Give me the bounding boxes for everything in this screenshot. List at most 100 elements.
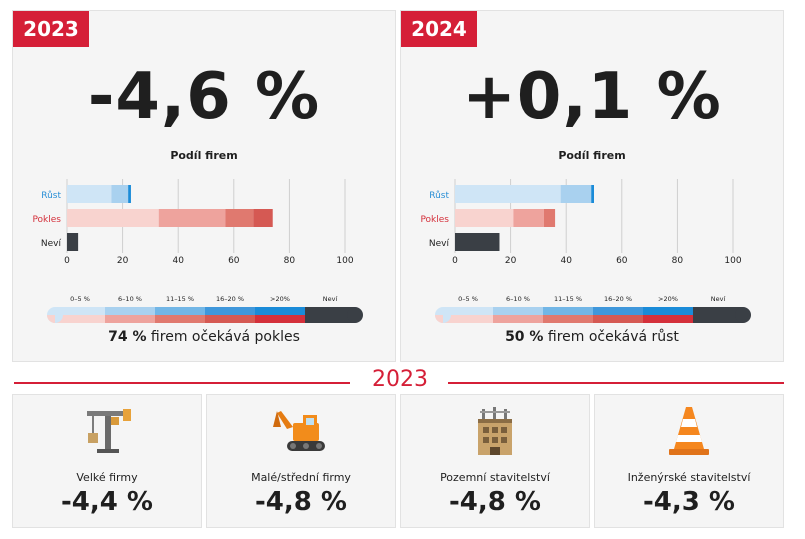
bar-segment [67,233,79,251]
x-tick-label: 80 [672,256,684,266]
traffic-cone-icon [666,405,712,461]
card-building-construction: Pozemní stavitelství -4,8 % [400,394,590,528]
year-tag: 2023 [13,11,89,47]
category-label: Pokles [420,215,449,225]
bar-segment [111,185,129,203]
section-divider-right [448,382,784,384]
bar-segment [455,233,500,251]
panel-2024: 2024 +0,1 % Podíl firem 0 20 40 60 80 100 Růst… [400,10,784,362]
headline-value: -4,6 % [87,60,321,134]
legend-label: 11–15 % [554,295,582,303]
x-tick-label: 0 [64,256,70,266]
legend-label: Neví [323,295,338,303]
legend-swatch-decline [643,315,694,323]
summary-percent: 50 % [505,329,544,345]
x-tick-label: 20 [505,256,517,266]
legend-swatch-grow [205,307,256,315]
legend-swatch-grow [643,307,694,315]
bar-segment [253,209,273,227]
legend-swatch-decline [593,315,644,323]
card-label: Inženýrské stavitelství [627,471,751,484]
bar-segment [128,185,131,203]
x-tick-label: 60 [616,256,628,266]
legend-swatch-decline [493,315,544,323]
legend-swatch-decline [305,315,356,323]
legend-label: 11–15 % [166,295,194,303]
building-construction-icon [470,405,520,461]
legend-swatch-grow [493,307,544,315]
legend-label: 6–10 % [506,295,530,303]
legend-swatch-grow [443,307,494,315]
card-label: Velké firmy [76,471,138,484]
bar-segment [513,209,544,227]
summary-rest: firem očekává růst [543,329,679,345]
excavator-icon [271,405,331,459]
bar-segment [591,185,594,203]
legend-swatch-decline [55,315,106,323]
legend-label: 0–5 % [458,295,478,303]
legend-swatch-decline [693,315,744,323]
card-large-firms: Velké firmy -4,4 % [12,394,202,528]
bar-segment [158,209,226,227]
card-value: -4,8 % [255,487,347,517]
legend-label: >20% [658,295,678,303]
card-value: -4,3 % [643,487,735,517]
legend-swatch-decline [543,315,594,323]
category-label: Růst [429,190,449,201]
card-label: Pozemní stavitelství [440,471,550,484]
legend-swatch-decline [255,315,306,323]
legend-swatch-grow [543,307,594,315]
card-label: Malé/střední firmy [251,471,351,484]
x-tick-label: 40 [172,256,184,266]
year-tag: 2024 [401,11,477,47]
x-tick-label: 0 [452,256,458,266]
bar-segment [543,209,556,227]
summary-percent: 74 % [108,329,147,345]
category-label: Pokles [32,215,61,225]
summary-rest: firem očekává pokles [146,329,300,345]
card-value: -4,8 % [449,487,541,517]
x-tick-label: 40 [560,256,572,266]
legend-label: 16–20 % [216,295,244,303]
section-year: 2023 [372,367,428,392]
legend-label: Neví [711,295,726,303]
category-label: Neví [41,239,62,249]
legend-swatch-grow [693,307,744,315]
legend-swatch-decline [105,315,156,323]
legend-swatch-grow [305,307,356,315]
bar-segment [67,185,112,203]
headline-value: +0,1 % [462,60,722,134]
legend-cap [435,315,443,323]
legend-cap [47,315,55,323]
legend-cap [735,307,751,323]
category-label: Růst [41,190,61,201]
bar-segment [560,185,592,203]
chart-share-of-firms-2024: 0 20 40 60 80 100 Růst Pokles Neví 0–5 % 6–10 % 11–… [420,179,751,323]
x-tick-label: 60 [228,256,240,266]
legend-swatch-grow [55,307,106,315]
chart-share-of-firms-2023: 0 20 40 60 80 100 Růst Pokles Neví 0–5 % 6–10 % 11–… [32,179,363,323]
legend-swatch-grow [593,307,644,315]
x-tick-label: 20 [117,256,129,266]
legend-label: 6–10 % [118,295,142,303]
bar-segment [455,209,514,227]
x-tick-label: 100 [724,256,741,266]
x-tick-label: 100 [336,256,353,266]
chart-title: Podíl firem [558,149,626,162]
legend-cap [347,307,363,323]
legend-swatch-grow [155,307,206,315]
card-value: -4,4 % [61,487,153,517]
panel-2023: 2023 -4,6 % Podíl firem 0 20 40 60 80 100 Růst… [12,10,396,362]
legend-swatch-grow [105,307,156,315]
category-label: Neví [429,239,450,249]
bar-segment [225,209,254,227]
bar-segment [67,209,159,227]
chart-title: Podíl firem [170,149,238,162]
card-small-medium-firms: Malé/střední firmy -4,8 % [206,394,396,528]
legend-swatch-decline [155,315,206,323]
bar-segment [455,185,561,203]
legend-swatch-grow [255,307,306,315]
legend-swatch-decline [205,315,256,323]
tower-crane-icon [79,405,135,459]
legend-label: 0–5 % [70,295,90,303]
